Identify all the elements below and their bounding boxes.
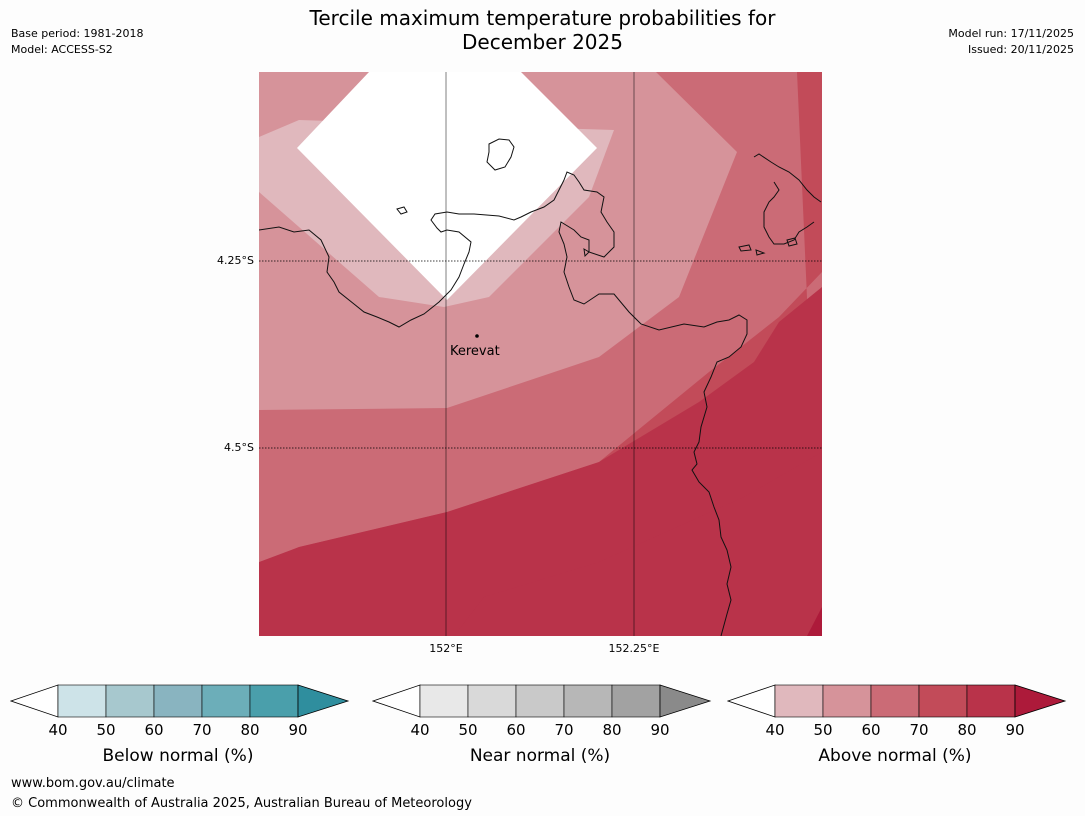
colorbar-tick-label: 90	[650, 721, 669, 739]
colorbar-segment	[57, 684, 107, 718]
islet-a	[396, 206, 408, 215]
lon-label-152: 152°E	[429, 642, 463, 655]
colorbar-tick-label: 60	[861, 721, 880, 739]
colorbar-tick-label: 80	[957, 721, 976, 739]
colorbar-near: 40 50 60 70 80 90 Near normal (%)	[371, 684, 712, 778]
meta-left: Base period: 1981-2018 Model: ACCESS-S2	[11, 26, 143, 58]
colorbar-tick-label: 70	[554, 721, 573, 739]
colorbar-tick-label: 90	[1005, 721, 1024, 739]
colorbar-segment	[153, 684, 203, 718]
colorbar-tick-label: 90	[288, 721, 307, 739]
colorbar-segment	[419, 684, 469, 718]
colorbar-label: Near normal (%)	[470, 746, 610, 766]
colorbar-over-triangle	[297, 684, 350, 718]
colorbar-over-triangle	[1014, 684, 1067, 718]
colorbar-segment	[563, 684, 613, 718]
islet-c	[755, 249, 766, 256]
colorbar-segment	[966, 684, 1016, 718]
colorbar-tick-label: 80	[602, 721, 621, 739]
title-line-2: December 2025	[462, 30, 623, 54]
islet-b	[738, 244, 752, 252]
footer-copyright: © Commonwealth of Australia 2025, Austra…	[11, 796, 472, 811]
colorbar-tick-label: 40	[765, 721, 784, 739]
colorbar-under-triangle	[726, 684, 776, 718]
colorbar-tick-label: 40	[410, 721, 429, 739]
probability-map: Kerevat	[259, 72, 822, 636]
colorbar-segment	[774, 684, 824, 718]
colorbar-segment	[249, 684, 299, 718]
colorbar-above: 40 50 60 70 80 90 Above normal (%)	[726, 684, 1067, 778]
lat-label-4-25: 4.25°S	[217, 254, 254, 267]
zone-no-data	[297, 72, 597, 300]
colorbar-segment	[822, 684, 872, 718]
colorbar-tick-label: 60	[506, 721, 525, 739]
colorbar-tick-label: 50	[458, 721, 477, 739]
zone-80-90-top	[799, 72, 822, 102]
graticule	[259, 72, 822, 636]
colorbar-below: 40 50 60 70 80 90 Below normal (%)	[9, 684, 350, 778]
colorbar-svg: 40 50 60 70 80 90 Above normal (%)	[726, 684, 1067, 766]
base-period: Base period: 1981-2018	[11, 27, 144, 40]
colorbar-tick-label: 70	[909, 721, 928, 739]
kerevat-label: Kerevat	[450, 344, 500, 359]
lon-label-152-25: 152.25°E	[608, 642, 660, 655]
colorbar-svg: 40 50 60 70 80 90 Below normal (%)	[9, 684, 350, 766]
model-name: Model: ACCESS-S2	[11, 43, 113, 56]
colorbar-tick-label: 70	[192, 721, 211, 739]
issued-date: Issued: 20/11/2025	[967, 43, 1074, 56]
colorbar-svg: 40 50 60 70 80 90 Near normal (%)	[371, 684, 712, 766]
footer-url: www.bom.gov.au/climate	[11, 776, 175, 791]
kerevat-marker	[475, 334, 479, 338]
zone-upper-80-90	[454, 452, 822, 636]
islet-e	[786, 237, 798, 247]
colorbar-under-triangle	[371, 684, 421, 718]
title-line-1: Tercile maximum temperature probabilitie…	[309, 6, 776, 30]
colorbar-label: Above normal (%)	[818, 746, 971, 766]
new-britain-coast	[259, 171, 748, 636]
islet-d	[583, 248, 590, 258]
colorbar-segment	[467, 684, 517, 718]
colorbar-segment	[515, 684, 565, 718]
zone-90-plus	[807, 607, 822, 636]
colorbar-tick-label: 80	[240, 721, 259, 739]
colorbar-under-triangle	[9, 684, 59, 718]
colorbar-segment	[611, 684, 661, 718]
colorbar-segment	[105, 684, 155, 718]
watom-island	[486, 138, 515, 171]
colorbar-label: Below normal (%)	[103, 746, 254, 766]
zone-60-70	[259, 72, 822, 562]
coastline	[259, 138, 822, 636]
colorbar-tick-label: 40	[48, 721, 67, 739]
colorbar-segment	[201, 684, 251, 718]
meta-right: Model run: 17/11/2025 Issued: 20/11/2025	[948, 26, 1074, 58]
colorbar-tick-label: 60	[144, 721, 163, 739]
colorbar-over-triangle	[659, 684, 712, 718]
map-title: Tercile maximum temperature probabilitie…	[0, 6, 1085, 54]
lat-label-4-5: 4.5°S	[224, 441, 254, 454]
colorbar-segment	[918, 684, 968, 718]
colorbar-tick-label: 50	[96, 721, 115, 739]
model-run: Model run: 17/11/2025	[948, 27, 1074, 40]
colorbar-segment	[870, 684, 920, 718]
colorbar-tick-label: 50	[813, 721, 832, 739]
duke-of-york-coast	[753, 153, 822, 245]
